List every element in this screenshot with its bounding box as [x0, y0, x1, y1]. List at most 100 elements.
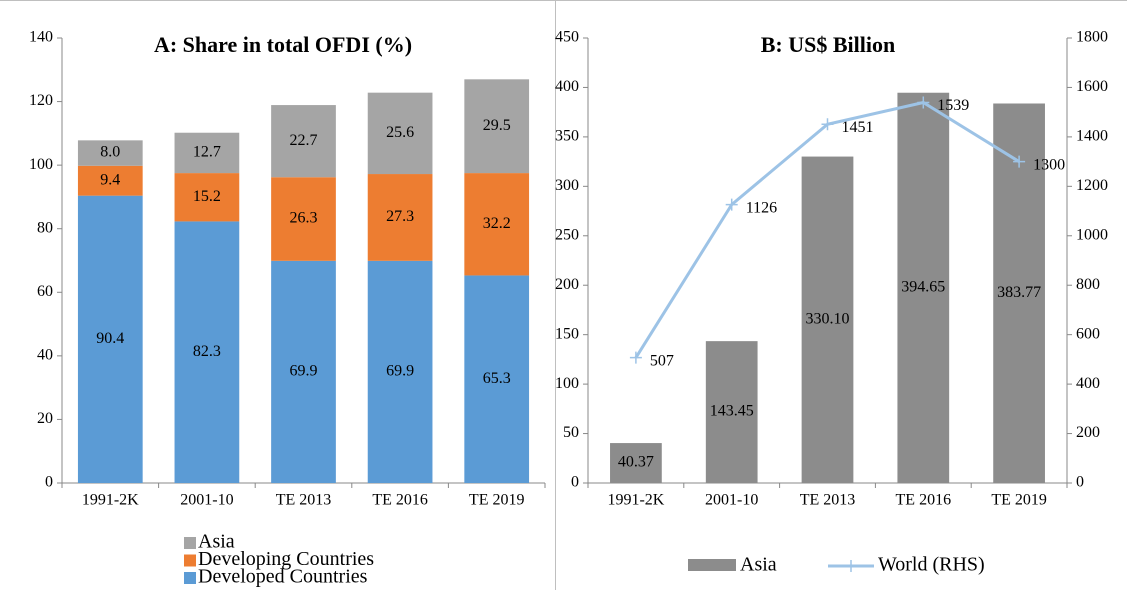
- bar-segment: [271, 105, 336, 178]
- point-marker: [821, 118, 834, 131]
- data-label: 69.9: [290, 363, 318, 380]
- data-label: 143.45: [710, 403, 754, 420]
- data-label: 507: [650, 352, 674, 369]
- bar: [610, 443, 662, 483]
- x-tick-label: 1991-2K: [82, 492, 139, 509]
- y-tick-label: 0: [45, 474, 53, 491]
- bar-segment: [77, 140, 143, 166]
- y2-tick-label: 0: [1076, 474, 1084, 491]
- bar: [705, 341, 758, 483]
- data-label: 29.5: [483, 117, 511, 134]
- y2-tick-label: 600: [1076, 325, 1100, 342]
- bar: [801, 156, 854, 483]
- data-label: 22.7: [290, 132, 318, 149]
- y-tick-label: 80: [37, 219, 53, 236]
- x-tick-label: TE 2013: [276, 492, 332, 509]
- data-label: 26.3: [290, 210, 318, 227]
- data-label: 1539: [937, 97, 969, 114]
- point-marker: [725, 198, 738, 211]
- legend-label: Asia: [740, 554, 777, 576]
- y2-tick-label: 200: [1076, 424, 1100, 441]
- legend-swatch: [184, 537, 196, 549]
- legend-swatch: [688, 559, 736, 571]
- point-marker: [629, 351, 642, 364]
- legend-label: Developing Countries: [198, 548, 374, 570]
- x-tick-label: TE 2016: [372, 492, 428, 509]
- bar-segment: [174, 132, 240, 174]
- bar-segment: [464, 275, 530, 483]
- y2-tick-label: 1000: [1076, 226, 1108, 243]
- y-tick-label: 0: [571, 474, 579, 491]
- data-label: 25.6: [386, 124, 414, 141]
- data-label: 27.3: [386, 208, 414, 225]
- x-tick-label: 1991-2K: [607, 492, 664, 509]
- legend-swatch: [184, 572, 196, 584]
- legend-label: World (RHS): [878, 554, 985, 576]
- chart-title: A: Share in total OFDI (%): [154, 32, 412, 57]
- x-tick-label: TE 2019: [991, 492, 1047, 509]
- y2-tick-label: 1200: [1076, 177, 1108, 194]
- data-label: 82.3: [193, 343, 221, 360]
- y-tick-label: 250: [555, 226, 579, 243]
- bar-segment: [367, 92, 433, 175]
- y-tick-label: 40: [37, 347, 53, 364]
- y-tick-label: 120: [29, 92, 53, 109]
- data-label: 69.9: [386, 363, 414, 380]
- y-tick-label: 450: [555, 29, 579, 46]
- bar-segment: [271, 260, 336, 483]
- y2-tick-label: 1800: [1076, 29, 1108, 46]
- bar-segment: [174, 173, 240, 222]
- data-label: 1300: [1033, 156, 1065, 173]
- chart-title: B: US$ Billion: [761, 32, 895, 57]
- x-tick-label: TE 2016: [896, 492, 952, 509]
- y2-tick-label: 1600: [1076, 78, 1108, 95]
- data-label: 9.4: [100, 171, 120, 188]
- x-tick-label: TE 2013: [800, 492, 856, 509]
- y-tick-label: 100: [29, 156, 53, 173]
- y2-tick-label: 800: [1076, 276, 1100, 293]
- legend-label: Developed Countries: [198, 566, 368, 588]
- data-label: 8.0: [100, 144, 120, 161]
- y-tick-label: 20: [37, 410, 53, 427]
- legend-label: Asia: [198, 531, 235, 553]
- y-tick-label: 200: [555, 276, 579, 293]
- x-tick-label: 2001-10: [705, 492, 758, 509]
- y-tick-label: 100: [555, 375, 579, 392]
- data-label: 90.4: [96, 330, 124, 347]
- data-label: 394.65: [901, 279, 945, 296]
- y-tick-label: 400: [555, 78, 579, 95]
- data-label: 383.77: [997, 284, 1041, 301]
- point-marker: [917, 96, 930, 109]
- bar-segment: [77, 195, 143, 483]
- bar-segment: [464, 173, 530, 276]
- y-tick-label: 60: [37, 283, 53, 300]
- y-tick-label: 150: [555, 325, 579, 342]
- bar-segment: [367, 260, 433, 483]
- legend-swatch: [184, 554, 196, 567]
- y2-tick-label: 1400: [1076, 128, 1108, 145]
- legend-marker: [845, 560, 857, 572]
- bar-segment: [464, 79, 530, 174]
- bar: [897, 92, 950, 484]
- bar-segment: [271, 177, 336, 261]
- bar-segment: [77, 165, 143, 196]
- data-label: 15.2: [193, 188, 221, 205]
- bar-segment: [174, 221, 240, 483]
- point-marker: [1013, 155, 1026, 168]
- x-tick-label: TE 2019: [469, 492, 525, 509]
- data-label: 32.2: [483, 215, 511, 232]
- data-label: 1451: [842, 119, 874, 136]
- bar-segment: [367, 174, 433, 261]
- y-tick-label: 50: [563, 424, 579, 441]
- data-label: 1126: [746, 199, 777, 216]
- y-tick-label: 350: [555, 128, 579, 145]
- data-label: 65.3: [483, 370, 511, 387]
- y-tick-label: 140: [29, 29, 53, 46]
- data-label: 330.10: [806, 310, 850, 327]
- data-label: 12.7: [193, 144, 221, 161]
- y-tick-label: 300: [555, 177, 579, 194]
- x-tick-label: 2001-10: [180, 492, 233, 509]
- y2-tick-label: 400: [1076, 375, 1100, 392]
- data-label: 40.37: [618, 454, 654, 471]
